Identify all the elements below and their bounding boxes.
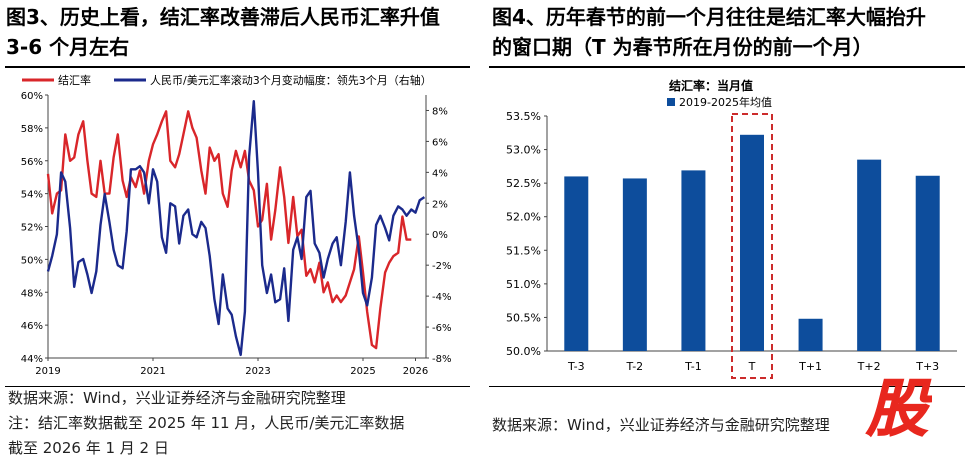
bar-T-2 <box>622 178 647 351</box>
bar-chart-title: 结汇率：当月值 <box>669 78 753 93</box>
bar-category-label: T+3 <box>915 360 939 373</box>
left-note-line1: 注：结汇率数据截至 2025 年 11 月，人民币/美元汇率数据 <box>8 414 405 432</box>
left-figure-title-line1: 图3、历史上看，结汇率改善滞后人民币汇率升值 <box>6 5 440 29</box>
right-y-tick-label: 6% <box>432 137 448 148</box>
bar-T-3 <box>564 176 589 351</box>
left-y-tick-label: 58% <box>21 124 43 135</box>
right-source-rule <box>489 386 965 387</box>
right-chart: 结汇率：当月值 2019-2025年均值 50.0% 50.5% 51.0% 51.5… <box>506 78 957 379</box>
bar-y-tick-label: 50.0% <box>506 345 541 358</box>
right-y-tick-label: -6% <box>432 323 451 334</box>
bar-legend-label: 2019-2025年均值 <box>679 95 772 109</box>
bar-y-tick-label: 52.0% <box>506 211 541 224</box>
right-y-tick-label: 0% <box>432 230 448 241</box>
right-y-tick-label: 2% <box>432 199 448 210</box>
bar-category-label: T <box>748 360 756 373</box>
series-cny-usd-change-line <box>46 100 426 357</box>
x-tick-label: 2021 <box>140 366 165 377</box>
legend-red-label: 结汇率 <box>58 73 91 87</box>
left-y-tick-label: 52% <box>21 223 43 234</box>
bar-category-label: T+1 <box>798 360 822 373</box>
x-tick-label: 2019 <box>35 366 60 377</box>
bar-y-tick-label: 51.5% <box>506 244 541 257</box>
left-y-tick-label: 46% <box>21 321 43 332</box>
bar-category-label: T-3 <box>567 360 585 373</box>
left-legend: 结汇率 人民币/美元汇率滚动3个月变动幅度：领先3个月（右轴） <box>22 73 432 87</box>
right-y-tick-label: -8% <box>432 354 451 365</box>
left-chart-axes: 44% 46% 48% 50% 52% 54% 56% 58% 60% -8% -6% -4% -2% 0… <box>21 91 452 377</box>
bar-y-tick-label: 53.5% <box>506 110 541 123</box>
left-y-tick-label: 48% <box>21 288 43 299</box>
bar-y-tick-label: 50.5% <box>506 311 541 324</box>
right-y-tick-label: 8% <box>432 106 448 117</box>
bar-chart-bars <box>564 134 940 351</box>
left-chart-lines <box>46 100 426 357</box>
bar-category-label: T+2 <box>857 360 881 373</box>
bar-T+2 <box>857 159 882 351</box>
legend-navy-label: 人民币/美元汇率滚动3个月变动幅度：领先3个月（右轴） <box>150 73 432 87</box>
bar-T <box>740 134 764 351</box>
bar-category-label: T-2 <box>626 360 644 373</box>
bar-category-label: T-1 <box>684 360 702 373</box>
stamp-glyph: 股 <box>865 372 932 442</box>
right-y-tick-label: -2% <box>432 261 451 272</box>
left-y-tick-label: 50% <box>21 255 43 266</box>
right-y-tick-label: -4% <box>432 292 451 303</box>
x-tick-label: 2026 <box>403 366 428 377</box>
bar-T+3 <box>915 175 940 351</box>
right-figure-title-line1: 图4、历年春节的前一个月往往是结汇率大幅抬升 <box>492 5 926 29</box>
bar-y-tick-label: 51.0% <box>506 278 541 291</box>
bar-y-tick-label: 52.5% <box>506 177 541 190</box>
left-note-line2: 截至 2026 年 1 月 2 日 <box>8 439 169 457</box>
left-source-rule <box>5 386 470 387</box>
left-figure-title-line2: 3-6 个月左右 <box>6 35 130 59</box>
stock-stamp-logo: 股 <box>864 372 932 442</box>
bar-legend-swatch <box>667 98 675 106</box>
right-y-tick-label: 4% <box>432 168 448 179</box>
left-source: 数据来源：Wind，兴业证券经济与金融研究院整理 <box>8 389 346 407</box>
highlight-box-T <box>731 113 773 379</box>
left-title-rule <box>5 66 470 68</box>
bar-y-tick-label: 53.0% <box>506 144 541 157</box>
series-settlement-rate-line <box>46 110 412 350</box>
x-tick-label: 2025 <box>350 366 375 377</box>
left-y-tick-label: 54% <box>21 190 43 201</box>
left-chart: 结汇率 人民币/美元汇率滚动3个月变动幅度：领先3个月（右轴） 44% 46% 48… <box>21 73 452 377</box>
right-title-rule <box>489 66 965 68</box>
right-figure-title-line2: 的窗口期（T 为春节所在月份的前一个月） <box>492 35 873 59</box>
x-tick-label: 2023 <box>245 366 270 377</box>
right-source: 数据来源：Wind，兴业证券经济与金融研究院整理 <box>492 416 830 434</box>
left-y-tick-label: 56% <box>21 157 43 168</box>
left-y-tick-label: 44% <box>21 354 43 365</box>
bar-T+1 <box>798 318 823 351</box>
left-y-tick-label: 60% <box>21 91 43 102</box>
bar-T-1 <box>681 170 706 351</box>
bar-chart-axes: 50.0% 50.5% 51.0% 51.5% 52.0% 52.5% 53.0% 53.5%… <box>506 110 957 373</box>
